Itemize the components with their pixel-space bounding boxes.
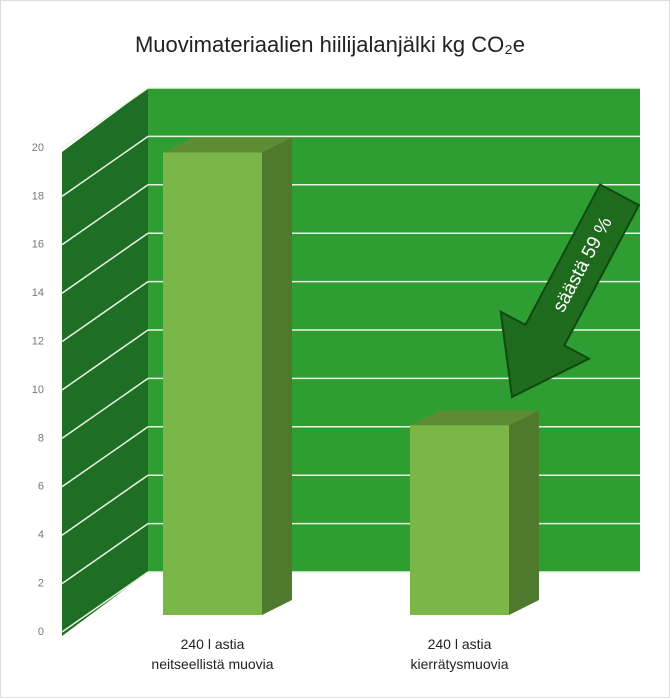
y-tick-label: 4 (38, 529, 44, 541)
grid-line (61, 377, 149, 440)
y-tick-label: 8 (38, 432, 44, 444)
left-wall (62, 88, 148, 636)
grid-line (61, 329, 149, 391)
grid-line (61, 87, 149, 149)
y-tick-label: 6 (38, 481, 44, 493)
bar (410, 410, 539, 615)
y-tick-label: 14 (32, 287, 44, 299)
grid-line (61, 232, 149, 294)
bar-top (163, 137, 292, 153)
grid-line (61, 571, 149, 633)
bar-top (410, 410, 539, 426)
grid-line (61, 426, 149, 488)
bar (163, 137, 292, 615)
chart-title: Muovimateriaalien hiilijalanjälki kg CO₂… (135, 32, 525, 57)
x-tick-label: 240 l astia kierrätysmuovia (410, 636, 509, 672)
grid-line (61, 474, 149, 536)
bar-front (163, 152, 262, 615)
x-tick-label: 240 l astia neitseellistä muovia (151, 636, 274, 672)
bar-side (262, 137, 292, 615)
grid-line (61, 135, 149, 198)
y-tick-label: 12 (32, 336, 44, 348)
y-tick-label: 2 (38, 578, 44, 590)
arrow-shape (499, 183, 641, 399)
y-tick-label: 20 (32, 142, 44, 154)
y-tick-label: 0 (38, 626, 44, 638)
y-tick-label: 18 (32, 190, 44, 202)
grid-line (61, 184, 149, 246)
grid-line (61, 280, 149, 343)
y-tick-label: 10 (32, 384, 44, 396)
y-tick-label: 16 (32, 239, 44, 251)
bar-side (509, 410, 539, 615)
grid-line (61, 522, 149, 585)
bar-front (410, 425, 509, 615)
